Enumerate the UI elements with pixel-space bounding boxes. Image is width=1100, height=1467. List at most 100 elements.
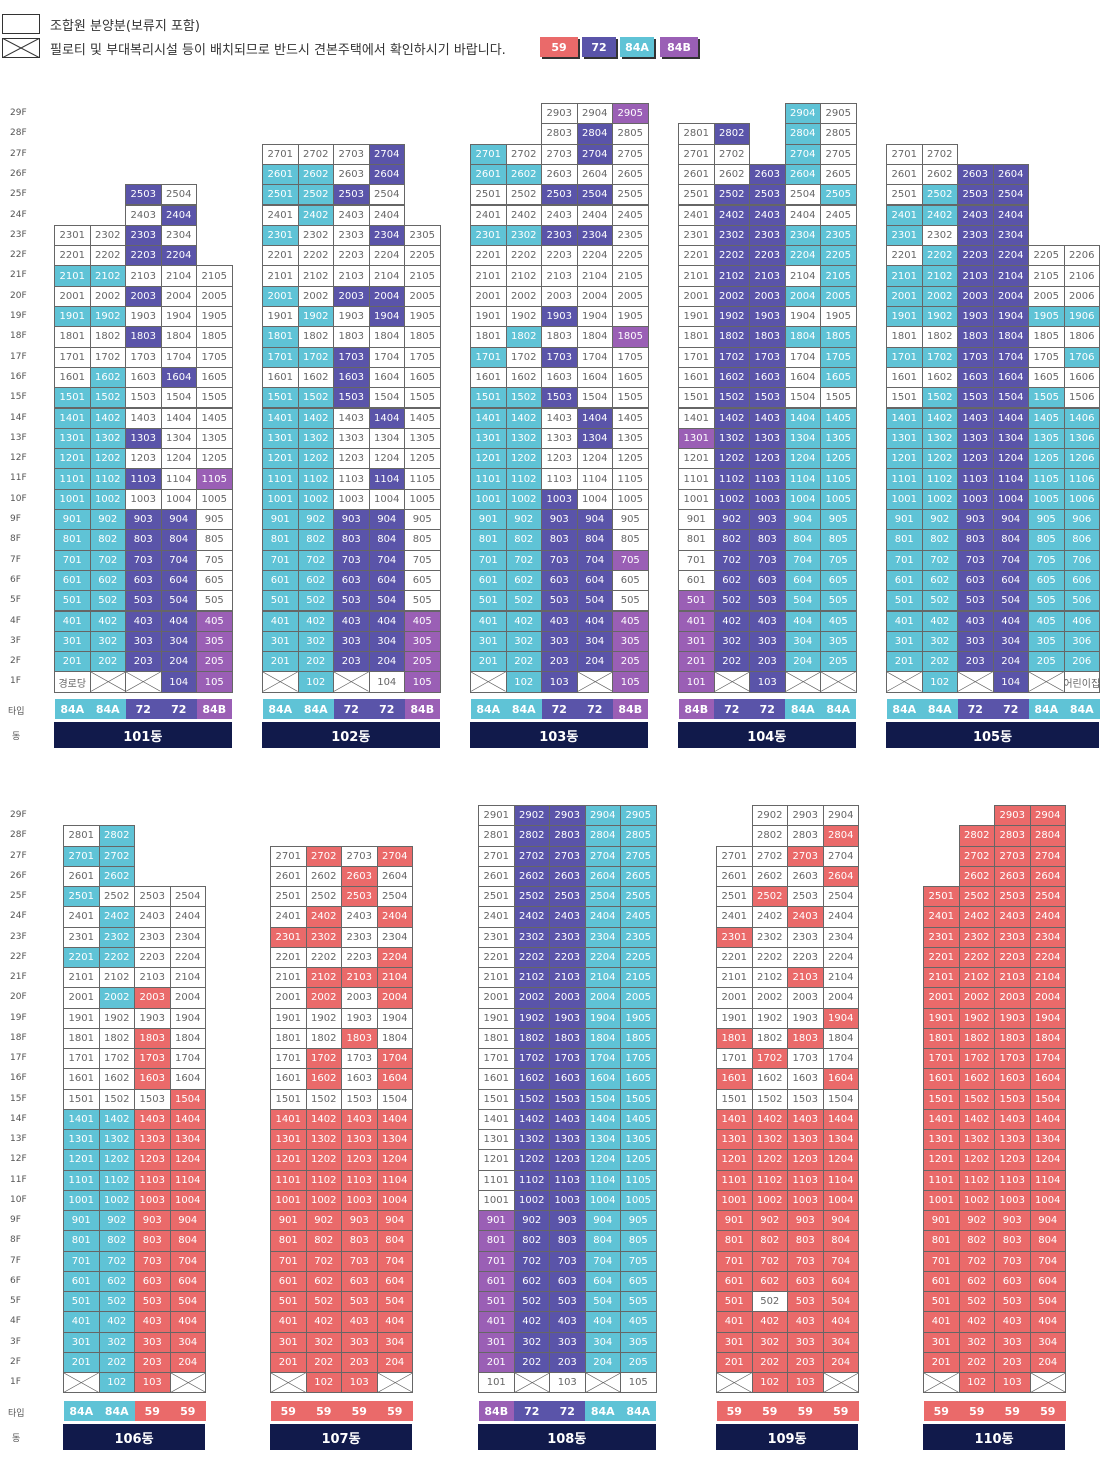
floor-label: 27F bbox=[10, 850, 27, 861]
unit-cell: 2202 bbox=[505, 245, 542, 267]
unit-cell: 1003 bbox=[333, 488, 370, 510]
unit-cell: 504 bbox=[784, 590, 821, 612]
unit-cell: 904 bbox=[160, 509, 197, 531]
unit-cell: 803 bbox=[333, 529, 370, 551]
unit-cell: 1602 bbox=[297, 366, 334, 389]
unit-cell: 403 bbox=[994, 1311, 1031, 1333]
unit-cell: 1501 bbox=[478, 1088, 515, 1110]
unit-cell: 1505 bbox=[820, 387, 857, 409]
unit-cell: 1504 bbox=[822, 1088, 859, 1110]
unit-cell: 2003 bbox=[134, 987, 171, 1009]
unit-cell: 705 bbox=[620, 1250, 657, 1272]
unit-cell: 1806 bbox=[1063, 326, 1100, 348]
unit-cell: 105 bbox=[612, 671, 649, 693]
unit-cell: 803 bbox=[134, 1230, 171, 1252]
floor-label: 22F bbox=[10, 250, 27, 261]
unit-cell: 2903 bbox=[541, 103, 578, 125]
unit-cell: 503 bbox=[341, 1291, 378, 1313]
unit-cell: 602 bbox=[89, 569, 126, 592]
unit-cell: 503 bbox=[957, 590, 994, 612]
unit-cell: 901 bbox=[63, 1210, 100, 1232]
unit-cell: 1103 bbox=[957, 468, 994, 490]
unit-cell: 605 bbox=[820, 569, 857, 592]
unit-cell: 602 bbox=[513, 1270, 550, 1292]
unit-cell: 2305 bbox=[820, 224, 857, 247]
unit-cell: 1204 bbox=[169, 1149, 206, 1171]
key-59: 59 bbox=[540, 37, 578, 57]
unit-cell: 404 bbox=[160, 610, 197, 632]
unit-cell: 2502 bbox=[305, 886, 342, 908]
unit-cell: 402 bbox=[513, 1311, 550, 1333]
unit-cell: 1702 bbox=[958, 1048, 995, 1070]
unit-cell: 902 bbox=[305, 1210, 342, 1232]
unit-cell: 904 bbox=[376, 1210, 413, 1232]
unit-cell: 1201 bbox=[716, 1149, 753, 1171]
unit-cell: 2702 bbox=[505, 143, 542, 165]
piloti-cell bbox=[716, 1372, 753, 1394]
unit-cell: 502 bbox=[513, 1291, 550, 1313]
unit-cell: 1304 bbox=[822, 1129, 859, 1151]
unit-cell: 2005 bbox=[404, 285, 441, 307]
unit-cell: 2504 bbox=[992, 184, 1029, 206]
unit-cell: 2301 bbox=[470, 224, 507, 247]
unit-cell: 2502 bbox=[98, 886, 135, 908]
unit-cell: 2404 bbox=[992, 204, 1029, 226]
unit-cell: 2201 bbox=[54, 245, 91, 267]
unit-cell: 202 bbox=[297, 651, 334, 673]
unit-cell: 505 bbox=[620, 1291, 657, 1313]
unit-cell: 2004 bbox=[822, 987, 859, 1009]
unit-cell: 2404 bbox=[784, 204, 821, 226]
unit-cell: 704 bbox=[169, 1250, 206, 1272]
unit-cell: 1301 bbox=[262, 427, 299, 450]
unit-cell: 803 bbox=[541, 529, 578, 551]
unit-cell: 903 bbox=[341, 1210, 378, 1232]
unit-cell: 402 bbox=[751, 1311, 788, 1333]
unit-cell: 2805 bbox=[620, 825, 657, 847]
unit-cell: 801 bbox=[470, 529, 507, 551]
unit-cell: 1301 bbox=[470, 427, 507, 450]
unit-cell: 2201 bbox=[923, 946, 960, 968]
floor-label: 16F bbox=[10, 1073, 27, 1084]
unit-cell: 1204 bbox=[822, 1149, 859, 1171]
unit-cell: 602 bbox=[297, 569, 334, 592]
unit-cell: 1104 bbox=[992, 468, 1029, 490]
unit-cell: 603 bbox=[749, 569, 786, 592]
unit-cell: 1302 bbox=[297, 427, 334, 450]
unit-cell: 1705 bbox=[612, 346, 649, 368]
unit-cell: 102 bbox=[921, 671, 958, 693]
piloti-cell bbox=[820, 671, 857, 693]
unit-cell: 805 bbox=[1028, 529, 1065, 551]
unit-cell: 2303 bbox=[134, 926, 171, 948]
unit-cell: 203 bbox=[341, 1351, 378, 1373]
unit-cell: 2403 bbox=[549, 906, 586, 928]
unit-cell: 403 bbox=[541, 610, 578, 632]
unit-cell: 1802 bbox=[713, 326, 750, 348]
unit-cell: 2905 bbox=[820, 103, 857, 125]
unit-cell: 1105 bbox=[1028, 468, 1065, 490]
type-cell: 72 bbox=[514, 1401, 550, 1421]
unit-cell: 2401 bbox=[478, 906, 515, 928]
floor-label: 5F bbox=[10, 1296, 21, 1306]
unit-cell: 1402 bbox=[513, 1108, 550, 1130]
unit-cell: 2901 bbox=[478, 805, 515, 827]
unit-cell: 103 bbox=[994, 1372, 1031, 1394]
unit-cell: 1305 bbox=[1028, 427, 1065, 450]
unit-cell: 702 bbox=[958, 1250, 995, 1272]
unit-cell: 201 bbox=[886, 651, 923, 673]
unit-cell: 어린이집 bbox=[1063, 671, 1100, 693]
unit-cell: 202 bbox=[921, 651, 958, 673]
legend-piloti-box bbox=[2, 38, 40, 58]
unit-cell: 204 bbox=[368, 651, 405, 673]
unit-cell: 2402 bbox=[713, 204, 750, 226]
unit-cell: 2202 bbox=[958, 946, 995, 968]
unit-cell: 1402 bbox=[713, 407, 750, 429]
unit-cell: 702 bbox=[513, 1250, 550, 1272]
unit-cell: 303 bbox=[333, 630, 370, 653]
unit-cell: 1704 bbox=[784, 346, 821, 368]
unit-cell: 1205 bbox=[1028, 448, 1065, 470]
unit-cell: 1703 bbox=[994, 1048, 1031, 1070]
unit-cell: 505 bbox=[1028, 590, 1065, 612]
unit-cell: 501 bbox=[270, 1291, 307, 1313]
unit-cell: 1304 bbox=[160, 427, 197, 450]
unit-cell: 301 bbox=[54, 630, 91, 653]
